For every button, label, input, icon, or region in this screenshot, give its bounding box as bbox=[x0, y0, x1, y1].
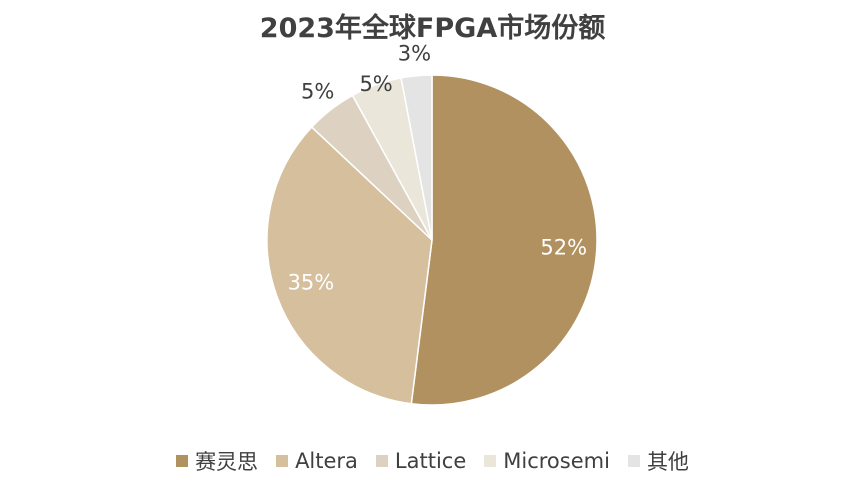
pie-slice-altera bbox=[266, 125, 433, 405]
data-label-microsemi: 5% bbox=[359, 72, 392, 96]
legend-swatch bbox=[375, 455, 388, 467]
legend-label: 赛灵思 bbox=[195, 450, 259, 474]
chart-title: 2023年全球FPGA市场份额 bbox=[259, 13, 606, 44]
data-label-lattice: 5% bbox=[301, 80, 334, 104]
legend-swatch bbox=[484, 455, 497, 467]
legend-item-lattice: Lattice bbox=[375, 449, 467, 473]
chart-legend: 赛灵思 Altera Lattice Microsemi 其他 bbox=[0, 446, 865, 476]
legend-item-other: 其他 bbox=[627, 446, 689, 476]
data-label-other: 3% bbox=[398, 41, 431, 65]
legend-item-xilinx: 赛灵思 bbox=[176, 446, 258, 476]
legend-label: 其他 bbox=[646, 450, 689, 474]
legend-label: Altera bbox=[295, 449, 358, 473]
legend-swatch bbox=[627, 455, 640, 467]
data-label-altera: 35% bbox=[288, 271, 335, 295]
legend-label: Lattice bbox=[394, 449, 467, 473]
legend-swatch bbox=[176, 455, 189, 467]
pie-slice-xilinx bbox=[410, 74, 598, 406]
legend-item-altera: Altera bbox=[276, 449, 358, 473]
legend-label: Microsemi bbox=[503, 449, 610, 473]
legend-swatch bbox=[276, 455, 289, 467]
data-label-xilinx: 52% bbox=[540, 235, 587, 259]
legend-item-microsemi: Microsemi bbox=[484, 449, 610, 473]
pie-slice-other bbox=[400, 74, 433, 241]
